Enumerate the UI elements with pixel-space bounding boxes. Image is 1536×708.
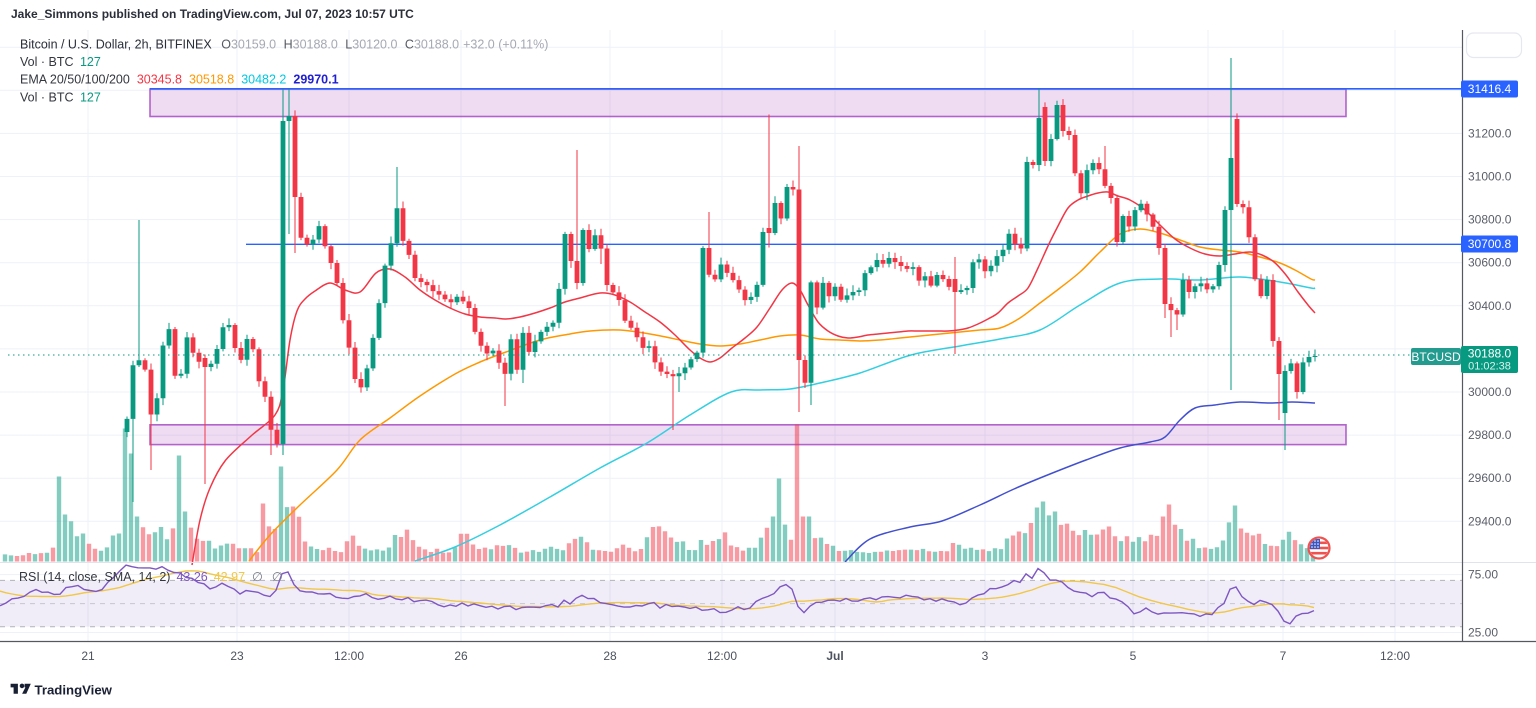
svg-text:29400.0: 29400.0 (1468, 514, 1512, 528)
svg-text:30188.0: 30188.0 (1468, 347, 1512, 361)
svg-text:30000.0: 30000.0 (1468, 385, 1512, 399)
svg-text:75.00: 75.00 (1468, 568, 1498, 582)
svg-text:5: 5 (1130, 649, 1137, 663)
svg-text:30400.0: 30400.0 (1468, 299, 1512, 313)
svg-text:29600.0: 29600.0 (1468, 471, 1512, 485)
svg-text:Bitcoin / U.S. Dollar, 2h, BIT: Bitcoin / U.S. Dollar, 2h, BITFINEX O301… (20, 38, 548, 52)
svg-text:12:00: 12:00 (707, 649, 737, 663)
svg-text:RSI (14, close, SMA, 14, 2)43.: RSI (14, close, SMA, 14, 2) 43.26 42.97 ∅ ∅ (19, 570, 283, 584)
svg-text:31416.4: 31416.4 (1468, 82, 1512, 96)
svg-text:25.00: 25.00 (1468, 626, 1498, 640)
svg-text:29800.0: 29800.0 (1468, 428, 1512, 442)
svg-text:26: 26 (454, 649, 468, 663)
svg-text:12:00: 12:00 (1380, 649, 1410, 663)
svg-text:31000.0: 31000.0 (1468, 170, 1512, 184)
svg-text:30600.0: 30600.0 (1468, 256, 1512, 270)
svg-text:BTCUSD: BTCUSD (1411, 350, 1461, 364)
svg-text:31200.0: 31200.0 (1468, 126, 1512, 140)
svg-text:12:00: 12:00 (334, 649, 364, 663)
svg-text:Jake_Simmons published on Trad: Jake_Simmons published on TradingView.co… (11, 7, 414, 21)
svg-text:23: 23 (230, 649, 244, 663)
svg-text:01:02:38: 01:02:38 (1468, 361, 1511, 373)
svg-text:7: 7 (1280, 649, 1287, 663)
svg-text:Vol · BTC 127: Vol · BTC 127 (20, 91, 101, 105)
svg-text:30800.0: 30800.0 (1468, 213, 1512, 227)
svg-text:TradingView: TradingView (35, 683, 113, 698)
svg-text:Vol · BTC 127: Vol · BTC 127 (20, 55, 101, 69)
svg-text:21: 21 (81, 649, 95, 663)
svg-text:30700.8: 30700.8 (1468, 237, 1512, 251)
svg-text:3: 3 (982, 649, 989, 663)
svg-text:Jul: Jul (826, 649, 843, 663)
svg-text:28: 28 (603, 649, 617, 663)
